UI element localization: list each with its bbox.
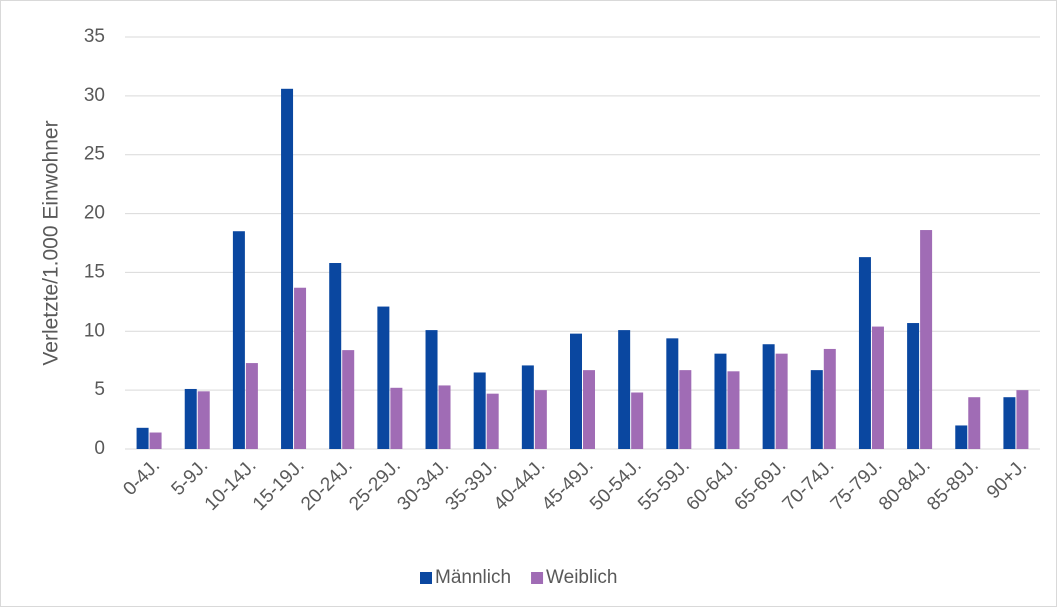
bar <box>1003 397 1016 449</box>
bar <box>486 393 499 449</box>
y-axis-label: Verletzte/1.000 Einwohner <box>40 120 63 365</box>
bar <box>583 370 595 449</box>
bar <box>294 287 307 449</box>
bar <box>920 230 933 449</box>
y-tick-label: 35 <box>84 26 105 47</box>
bar <box>570 333 582 449</box>
bar <box>762 344 775 449</box>
bar <box>149 432 162 449</box>
bar <box>425 330 438 449</box>
bar <box>679 370 692 449</box>
y-tick-label: 5 <box>94 379 105 400</box>
y-tick-label: 20 <box>84 203 105 224</box>
bar <box>473 372 486 449</box>
bar <box>390 387 403 449</box>
bar <box>438 385 451 449</box>
bar <box>184 388 197 449</box>
bar <box>342 350 355 449</box>
bar <box>377 306 390 449</box>
bar <box>521 365 534 449</box>
bar <box>534 390 547 449</box>
y-tick-label: 0 <box>94 438 105 459</box>
bar <box>714 353 727 449</box>
bar <box>197 391 210 449</box>
bar <box>858 257 871 449</box>
bar <box>232 231 245 449</box>
bar <box>955 425 968 449</box>
bar <box>329 263 342 449</box>
bar <box>823 348 836 449</box>
bar <box>907 323 920 449</box>
bar <box>136 427 149 449</box>
bar <box>618 330 631 449</box>
bar <box>245 363 258 449</box>
y-tick-label: 10 <box>84 320 105 341</box>
legend-swatch <box>420 572 432 584</box>
bar <box>871 326 884 449</box>
bar <box>666 338 679 449</box>
bar <box>727 371 740 449</box>
bar <box>968 397 981 449</box>
legend-swatch <box>531 572 544 584</box>
bar <box>1016 390 1029 449</box>
y-tick-label: 25 <box>84 144 105 165</box>
legend-label: Männlich <box>435 567 511 588</box>
y-tick-label: 30 <box>84 85 105 106</box>
bar <box>775 353 788 449</box>
bar <box>631 392 644 449</box>
y-tick-label: 15 <box>84 261 105 282</box>
legend-label: Weiblich <box>546 567 617 588</box>
bar <box>281 88 294 450</box>
bar <box>810 370 823 449</box>
